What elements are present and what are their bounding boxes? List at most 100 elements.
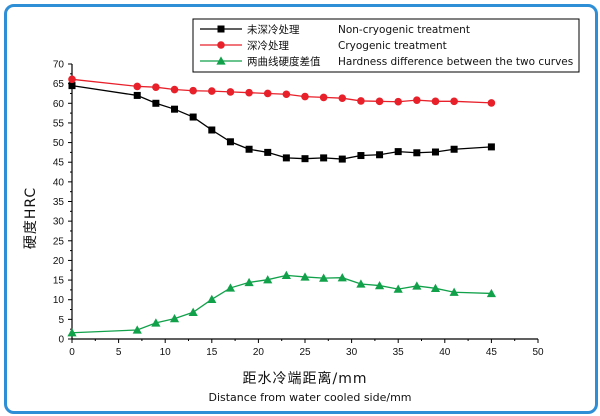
data-point xyxy=(281,270,291,280)
data-point xyxy=(133,82,142,91)
data-point xyxy=(171,105,179,113)
data-point xyxy=(376,151,384,159)
data-point xyxy=(393,284,403,293)
data-point xyxy=(301,155,309,163)
data-point xyxy=(431,148,439,156)
data-point xyxy=(320,154,328,162)
data-point xyxy=(356,279,366,288)
legend-item: 未深冷处理 Non-cryogenic treatment xyxy=(200,23,470,36)
series-square xyxy=(68,82,495,163)
x-tick-label: 50 xyxy=(532,347,544,358)
x-tick-label: 40 xyxy=(439,347,451,358)
legend-label-en: Cryogenic treatment xyxy=(338,40,447,52)
x-tick-label: 10 xyxy=(160,347,172,358)
data-point xyxy=(430,283,441,293)
series-line xyxy=(71,274,492,334)
data-point xyxy=(413,96,421,104)
data-point xyxy=(450,97,458,106)
data-point xyxy=(487,99,496,107)
y-tick-label: 60 xyxy=(53,99,65,110)
data-point xyxy=(319,93,328,102)
y-tick-label: 5 xyxy=(58,315,64,326)
y-tick-label: 55 xyxy=(53,118,65,129)
data-point xyxy=(226,88,235,96)
data-point xyxy=(282,154,290,162)
y-tick-label: 65 xyxy=(53,79,65,90)
data-point xyxy=(67,328,77,337)
x-axis-title-cn: 距水冷端距离/mm xyxy=(243,370,368,387)
y-tick-label: 70 xyxy=(53,60,65,71)
data-point xyxy=(431,97,440,106)
data-point xyxy=(412,281,422,290)
series-layer xyxy=(67,75,496,337)
legend-label-en: Non-cryogenic treatment xyxy=(338,24,470,36)
data-point xyxy=(225,283,236,292)
data-point xyxy=(449,287,459,296)
x-axis-ticks: 0 5 10 15 20 25 30 35 40 45 50 xyxy=(69,339,544,358)
data-point xyxy=(189,113,197,121)
y-tick-label: 0 xyxy=(58,335,64,346)
data-point xyxy=(263,89,272,98)
x-tick-label: 25 xyxy=(299,347,311,358)
y-tick-label: 35 xyxy=(53,197,65,208)
y-tick-label: 45 xyxy=(53,158,65,169)
legend-item: 两曲线硬度差值 Hardness difference between the t… xyxy=(200,55,573,68)
y-tick-label: 25 xyxy=(53,236,65,247)
data-point xyxy=(132,325,142,334)
axes xyxy=(71,64,538,340)
data-point xyxy=(207,294,217,304)
data-point xyxy=(68,82,76,90)
data-point xyxy=(357,152,365,160)
x-tick-label: 20 xyxy=(253,347,265,358)
x-tick-label: 35 xyxy=(393,347,405,358)
y-tick-label: 20 xyxy=(53,256,65,267)
y-axis-title: 硬度HRC xyxy=(23,187,39,249)
y-tick-label: 10 xyxy=(53,295,65,306)
x-tick-label: 15 xyxy=(206,347,218,358)
data-point xyxy=(169,313,180,323)
data-point xyxy=(338,155,346,163)
series-triangle xyxy=(67,270,496,337)
series-circle xyxy=(68,75,496,107)
legend: 未深冷处理 Non-cryogenic treatment 深冷处理 Cryogeni… xyxy=(192,18,580,73)
y-tick-label: 40 xyxy=(53,177,65,188)
y-tick-label: 50 xyxy=(53,138,65,149)
legend-label-en: Hardness difference between the two curv… xyxy=(338,56,573,68)
legend-label-cn: 未深冷处理 xyxy=(247,23,300,36)
data-point xyxy=(375,97,384,106)
data-point xyxy=(337,273,347,282)
data-point xyxy=(133,91,141,99)
data-point xyxy=(68,75,76,84)
y-tick-label: 15 xyxy=(53,276,65,287)
data-point xyxy=(189,86,197,95)
data-point xyxy=(151,318,161,327)
data-point xyxy=(413,149,421,157)
data-point xyxy=(486,288,496,298)
data-point xyxy=(152,99,160,107)
data-point xyxy=(264,148,272,156)
x-tick-label: 5 xyxy=(116,347,122,358)
x-tick-label: 45 xyxy=(486,347,498,358)
data-point xyxy=(170,85,179,94)
series-line xyxy=(71,78,492,104)
legend-marker xyxy=(217,25,225,33)
x-tick-label: 0 xyxy=(69,347,75,358)
data-point xyxy=(338,94,347,102)
legend-label-cn: 深冷处理 xyxy=(247,39,289,52)
data-point xyxy=(357,97,365,105)
x-tick-label: 30 xyxy=(346,347,358,358)
data-point xyxy=(450,145,458,153)
legend-label-cn: 两曲线硬度差值 xyxy=(247,55,321,68)
data-point xyxy=(394,148,402,156)
y-tick-label: 30 xyxy=(53,217,65,228)
data-point xyxy=(245,145,253,153)
data-point xyxy=(282,90,291,99)
data-point xyxy=(226,138,234,146)
data-point xyxy=(300,272,310,281)
legend-box xyxy=(192,18,580,73)
y-axis-ticks: 0 5 10 15 20 25 30 35 40 45 50 55 60 65 70 xyxy=(53,60,72,346)
data-point xyxy=(245,88,253,97)
data-point xyxy=(374,280,385,290)
data-point xyxy=(208,126,216,134)
